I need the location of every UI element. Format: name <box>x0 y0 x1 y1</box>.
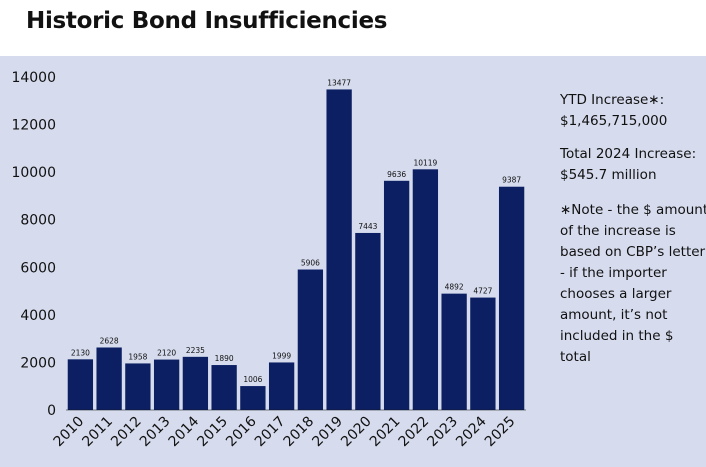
y-tick-label: 10000 <box>11 165 56 181</box>
bar <box>383 180 410 410</box>
bar <box>498 186 525 410</box>
bar-value-label: 1006 <box>243 375 262 384</box>
bar <box>412 169 439 410</box>
x-tick-label: 2022 <box>396 414 433 451</box>
y-tick-label: 14000 <box>11 70 56 86</box>
bar-value-label: 5906 <box>301 259 320 268</box>
ytd-value: $1,465,715,000 <box>560 113 668 129</box>
bar <box>67 359 94 410</box>
y-tick-label: 4000 <box>20 308 56 324</box>
bar <box>211 365 237 410</box>
side-annotations: YTD Increase∗: $1,465,715,000 Total 2024… <box>560 90 706 368</box>
x-tick-label: 2024 <box>453 413 490 450</box>
note-line: chooses a larger <box>560 286 672 302</box>
bar <box>125 363 151 410</box>
bar <box>441 293 467 410</box>
bar-value-label: 7443 <box>358 222 377 231</box>
note-line: included in the $ <box>560 328 674 344</box>
bar-value-label: 2235 <box>186 346 205 355</box>
x-tick-label: 2010 <box>51 414 88 451</box>
y-tick-label: 12000 <box>11 118 56 134</box>
x-tick-label: 2019 <box>309 414 346 451</box>
bar-value-label: 1890 <box>215 354 234 363</box>
x-tick-label: 2023 <box>424 414 461 451</box>
x-tick-label: 2017 <box>252 414 289 451</box>
y-tick-label: 0 <box>47 403 56 419</box>
bar-value-label: 1999 <box>272 351 291 360</box>
bar <box>268 362 295 410</box>
bar-value-label: 4727 <box>473 287 492 296</box>
bar-value-label: 9387 <box>502 176 521 185</box>
y-tick-label: 8000 <box>20 213 56 229</box>
x-tick-label: 2012 <box>108 414 145 451</box>
ytd-block: YTD Increase∗: $1,465,715,000 <box>560 90 706 132</box>
bar-value-label: 9636 <box>387 170 406 179</box>
x-tick-label: 2015 <box>194 414 231 451</box>
x-tick-label: 2018 <box>281 414 318 451</box>
bar <box>326 89 352 410</box>
x-tick-label: 2011 <box>79 414 116 451</box>
bar <box>297 269 324 410</box>
chart-title: Historic Bond Insufficiencies <box>26 8 388 34</box>
x-tick-label: 2016 <box>223 413 260 450</box>
y-tick-label: 6000 <box>20 260 56 276</box>
note-line: - if the importer <box>560 265 667 281</box>
y-tick-label: 2000 <box>20 355 56 371</box>
bar <box>470 297 496 410</box>
bar-value-label: 10119 <box>413 158 437 167</box>
note-block: ∗Note - the $ amount of the increase is … <box>560 200 706 368</box>
note-line: of the increase is <box>560 223 676 239</box>
x-tick-label: 2025 <box>482 414 519 451</box>
bar <box>240 386 266 410</box>
bar <box>182 356 209 410</box>
note-line: ∗Note - the $ amount <box>560 202 706 218</box>
bar-value-label: 2130 <box>71 348 90 357</box>
bar <box>355 232 381 410</box>
total-label: Total 2024 Increase: <box>560 146 697 162</box>
ytd-label: YTD Increase∗: <box>560 92 665 108</box>
bar-value-label: 2628 <box>100 336 119 345</box>
x-tick-label: 2021 <box>367 414 404 451</box>
note-line: based on CBP’s letter <box>560 244 706 260</box>
bar-value-label: 13477 <box>327 78 351 87</box>
bar <box>96 347 122 410</box>
total-value: $545.7 million <box>560 167 657 183</box>
bar-value-label: 4892 <box>445 283 464 292</box>
note-line: total <box>560 349 591 365</box>
bar-value-label: 2120 <box>157 349 176 358</box>
bar <box>153 359 180 410</box>
bar-value-label: 1958 <box>128 352 147 361</box>
total-block: Total 2024 Increase: $545.7 million <box>560 144 706 186</box>
x-tick-label: 2020 <box>338 414 375 451</box>
x-tick-label: 2013 <box>137 414 174 451</box>
x-tick-label: 2014 <box>166 413 203 450</box>
note-line: amount, it’s not <box>560 307 668 323</box>
